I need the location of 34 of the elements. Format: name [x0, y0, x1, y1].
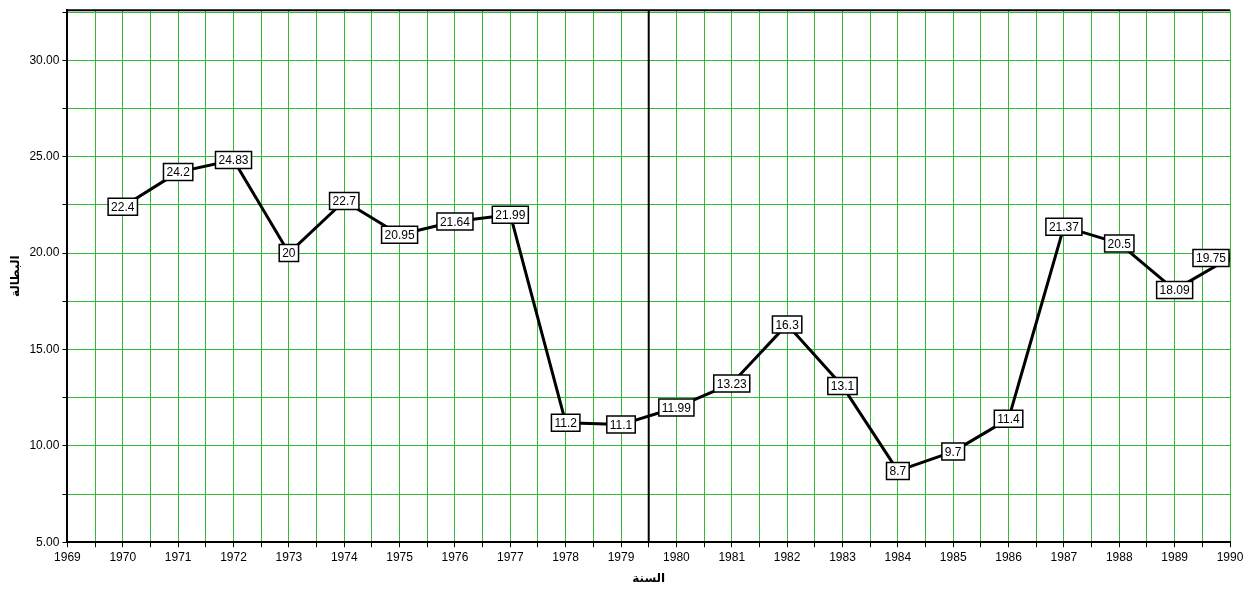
x-tick-label: 1983 — [829, 549, 857, 564]
data-label: 8.7 — [889, 464, 907, 479]
x-tick-label: 1990 — [1216, 549, 1244, 564]
x-tick-label: 1981 — [718, 549, 746, 564]
x-tick-label: 1980 — [663, 549, 691, 564]
x-tick-label: 1969 — [54, 549, 82, 564]
x-tick-label: 1974 — [330, 549, 358, 564]
x-tick-label: 1989 — [1161, 549, 1189, 564]
x-tick-label: 1973 — [275, 549, 303, 564]
x-tick-label: 1970 — [109, 549, 137, 564]
x-tick-label: 1972 — [220, 549, 248, 564]
x-tick-label: 1984 — [884, 549, 912, 564]
data-label: 19.75 — [1195, 251, 1227, 266]
data-label: 9.7 — [944, 444, 962, 459]
y-tick-label: 20.00 — [29, 245, 60, 260]
x-axis-title: السنة — [632, 571, 666, 586]
y-tick-label: 15.00 — [29, 341, 60, 356]
x-tick-label: 1975 — [386, 549, 414, 564]
x-tick-label: 1978 — [552, 549, 580, 564]
x-tick-label: 1986 — [995, 549, 1023, 564]
x-tick-label: 1988 — [1105, 549, 1133, 564]
x-tick-label: 1971 — [164, 549, 192, 564]
x-tick-label: 1979 — [607, 549, 635, 564]
y-tick-label: 5.00 — [36, 534, 60, 549]
y-tick-label: 10.00 — [29, 438, 60, 453]
data-label: 20 — [282, 246, 296, 261]
x-tick-label: 1976 — [441, 549, 469, 564]
x-tick-label: 1977 — [496, 549, 524, 564]
y-tick-label: 30.00 — [29, 52, 60, 67]
x-tick-label: 1985 — [939, 549, 967, 564]
y-axis-title: البطالة — [7, 255, 22, 297]
x-tick-label: 1987 — [1050, 549, 1078, 564]
x-tick-label: 1982 — [773, 549, 801, 564]
y-tick-label: 25.00 — [29, 149, 60, 164]
